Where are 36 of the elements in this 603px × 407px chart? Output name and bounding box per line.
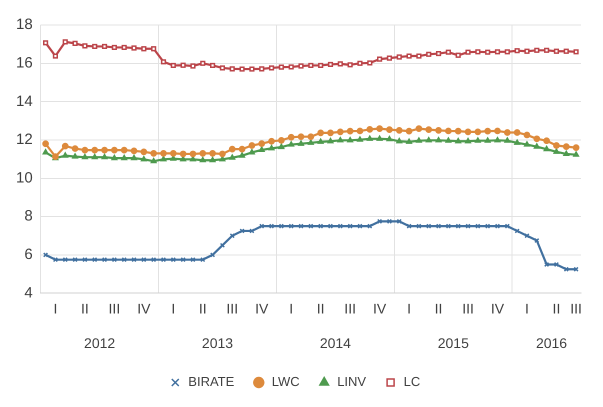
text: 2014 — [320, 334, 352, 351]
legend-label: LC — [404, 374, 420, 390]
y-tick-label: 6 — [24, 246, 33, 264]
x-tick-label: III — [462, 300, 474, 316]
x-tick-label: III — [108, 300, 120, 316]
x-tick-label: II — [316, 300, 325, 316]
x-tick-label: IV — [372, 300, 387, 316]
y-tick-label: 10 — [16, 169, 33, 186]
y-tick-label: 16 — [16, 54, 33, 72]
x-tick-label: IV — [137, 300, 152, 316]
y-tick-label: 12 — [16, 131, 33, 148]
legend-label: LINV — [337, 374, 366, 390]
x-tick-label: IV — [490, 300, 505, 316]
x-tick-label: II — [81, 300, 89, 316]
text: 2016 — [536, 334, 568, 351]
legend-label: LWC — [272, 374, 300, 390]
text: 2012 — [84, 334, 116, 351]
x-tick-label: I — [407, 300, 412, 316]
x-tick-label: I — [525, 300, 529, 316]
x-tick-label: III — [344, 300, 356, 316]
y-tick-label: 8 — [24, 208, 33, 225]
x-tick-label: I — [289, 300, 294, 316]
x-tick-label: III — [570, 300, 582, 316]
y-tick-label: 4 — [24, 284, 33, 302]
y-tick-label: 18 — [16, 16, 33, 34]
x-tick-label: II — [198, 300, 207, 316]
x-tick-label: I — [53, 300, 58, 316]
x-tick-label: II — [434, 300, 442, 316]
legend-label: BIRATE — [188, 374, 235, 390]
text: 2013 — [202, 334, 234, 351]
x-tick-label: III — [226, 300, 238, 316]
x-tick-label: II — [552, 300, 560, 316]
text: 2015 — [438, 334, 470, 351]
x-tick-label: I — [171, 300, 176, 316]
y-tick-label: 14 — [16, 92, 33, 110]
x-tick-label: IV — [255, 300, 269, 316]
